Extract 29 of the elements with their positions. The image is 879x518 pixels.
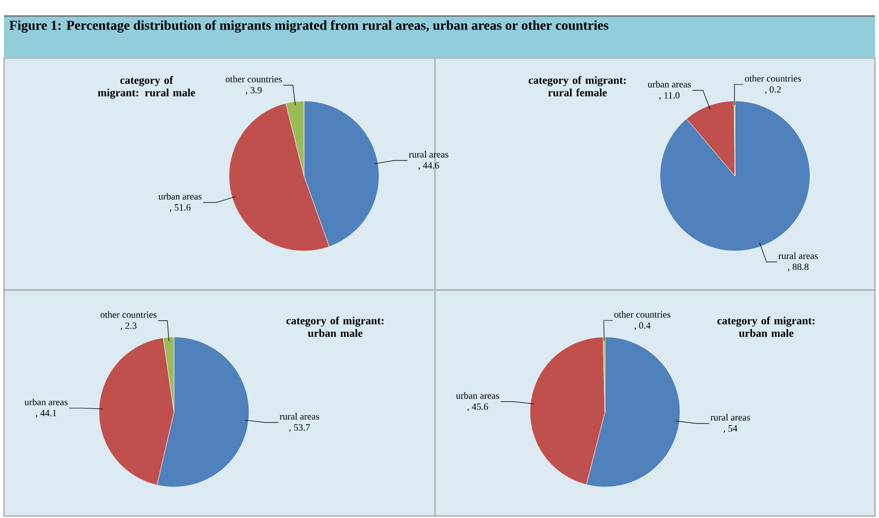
slice-label: rural areas xyxy=(778,252,818,260)
data-label: , 51.6 xyxy=(170,204,191,212)
slice-label: urban areas xyxy=(24,398,68,406)
data-label: , 54 xyxy=(724,425,738,433)
data-label: , 3.9 xyxy=(246,86,262,95)
data-label: , 11.0 xyxy=(659,92,680,100)
data-label: , 53.7 xyxy=(289,424,310,432)
text: category of migrant: rural male xyxy=(98,76,196,99)
data-label: , 0.2 xyxy=(765,86,781,94)
slice-label: rural areas xyxy=(408,150,448,158)
data-label: , 44.6 xyxy=(418,162,440,170)
data-label: , 44.1 xyxy=(36,410,56,418)
text: category of migrant: urban male xyxy=(286,316,384,337)
slice-label: rural areas xyxy=(280,412,320,420)
data-label: , 45.6 xyxy=(467,403,488,412)
slice-label: other countries xyxy=(744,74,801,82)
slice-label: urban areas xyxy=(648,80,691,88)
text: category of migrant: urban male xyxy=(717,316,814,337)
data-label: , 0.4 xyxy=(634,322,651,330)
slice-label: urban areas xyxy=(158,192,202,200)
slice-label: rural areas xyxy=(710,414,750,421)
text: Figure 1: Percentage distribution of migrants migrated from rural areas, urban areas or other countries xyxy=(9,20,608,33)
data-label: , 2.3 xyxy=(120,322,136,330)
slice-label: other countries xyxy=(100,311,157,318)
slice-label: other countries xyxy=(226,76,282,82)
data-label: , 88.8 xyxy=(788,264,809,272)
slice-label: urban areas xyxy=(456,392,500,399)
text: category of migrant: rural female xyxy=(528,76,626,96)
slice-label: other countries xyxy=(614,310,670,318)
